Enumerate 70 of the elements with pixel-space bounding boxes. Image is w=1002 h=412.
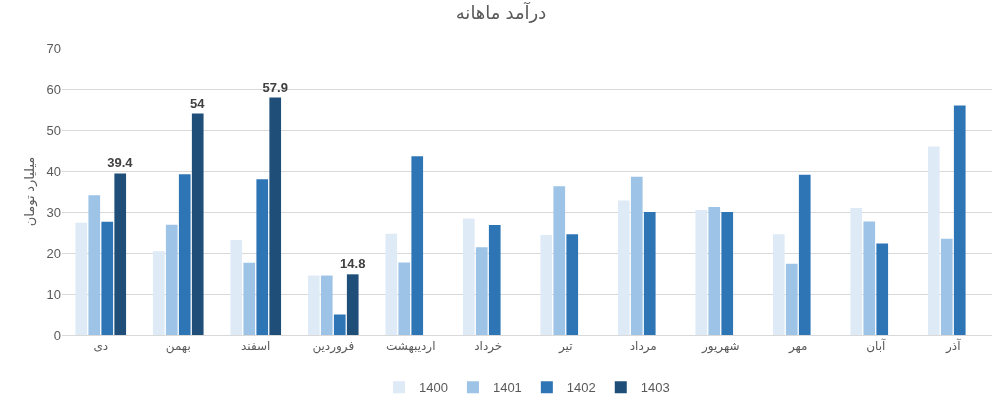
- bar: [643, 212, 656, 335]
- y-tick-label: 70: [46, 40, 61, 56]
- bar: [385, 233, 398, 335]
- data-label: 57.9: [262, 79, 288, 95]
- bar: [566, 234, 579, 335]
- y-tick-label: 20: [46, 245, 61, 261]
- x-tick-label: شهریور: [700, 339, 740, 355]
- bar: [630, 176, 643, 335]
- bar: [243, 262, 256, 335]
- bar: [953, 105, 966, 335]
- bar: [462, 218, 475, 335]
- bar: [152, 251, 165, 335]
- bar: [785, 263, 798, 335]
- bar: [88, 195, 101, 335]
- bar: [165, 224, 178, 335]
- legend-label: 1401: [492, 380, 522, 396]
- bar: [695, 209, 708, 335]
- y-axis-title: میلیارد تومان: [22, 156, 39, 227]
- bar: [475, 247, 488, 335]
- y-tick-label: 60: [46, 81, 61, 97]
- y-tick-label: 40: [46, 163, 61, 179]
- legend-label: 1400: [419, 380, 448, 396]
- y-tick-label: 10: [46, 286, 61, 302]
- x-tick-label: خرداد: [474, 339, 503, 355]
- bar: [230, 239, 243, 335]
- bar: [346, 274, 359, 335]
- bar: [863, 221, 876, 335]
- data-label: 14.8: [340, 256, 366, 272]
- y-tick-label: 0: [53, 327, 61, 343]
- bar: [191, 113, 204, 335]
- bar: [772, 234, 785, 335]
- bar: [307, 275, 320, 335]
- legend-label: 1403: [640, 380, 670, 396]
- y-tick-label: 50: [46, 122, 61, 138]
- legend-label: 1402: [566, 380, 596, 396]
- x-tick-label: مرداد: [629, 339, 657, 355]
- x-tick-label: تیر: [557, 339, 573, 355]
- bar: [540, 234, 553, 335]
- x-tick-label: فروردین: [312, 339, 355, 355]
- x-tick-label: آذر: [945, 338, 962, 355]
- data-label: 54: [190, 95, 206, 111]
- bar: [114, 173, 127, 335]
- bar: [798, 174, 811, 335]
- bar: [333, 314, 346, 335]
- bar: [398, 262, 411, 335]
- x-tick-label: آبان: [866, 338, 886, 354]
- bar: [850, 207, 863, 335]
- bar: [256, 179, 269, 335]
- bar: [488, 225, 501, 335]
- bar: [553, 186, 566, 335]
- bar: [940, 238, 953, 335]
- x-tick-label: مهر: [787, 339, 808, 355]
- bar: [320, 275, 333, 335]
- bar: [721, 212, 734, 335]
- bar: [178, 174, 191, 335]
- bar: [101, 221, 114, 335]
- x-tick-label: دی: [93, 339, 109, 354]
- bar: [411, 156, 424, 335]
- bar: [927, 146, 940, 335]
- y-tick-label: 30: [46, 204, 61, 220]
- bar: [75, 222, 88, 335]
- bar: [617, 200, 630, 335]
- data-label: 39.4: [107, 155, 134, 171]
- x-tick-label: بهمن: [165, 339, 191, 355]
- bar: [269, 97, 282, 335]
- x-tick-label: اردیبهشت: [386, 339, 436, 355]
- chart-title: درآمد ماهانه: [455, 0, 547, 23]
- bar: [876, 243, 889, 335]
- bar: [708, 207, 721, 335]
- x-tick-label: اسفند: [241, 339, 271, 354]
